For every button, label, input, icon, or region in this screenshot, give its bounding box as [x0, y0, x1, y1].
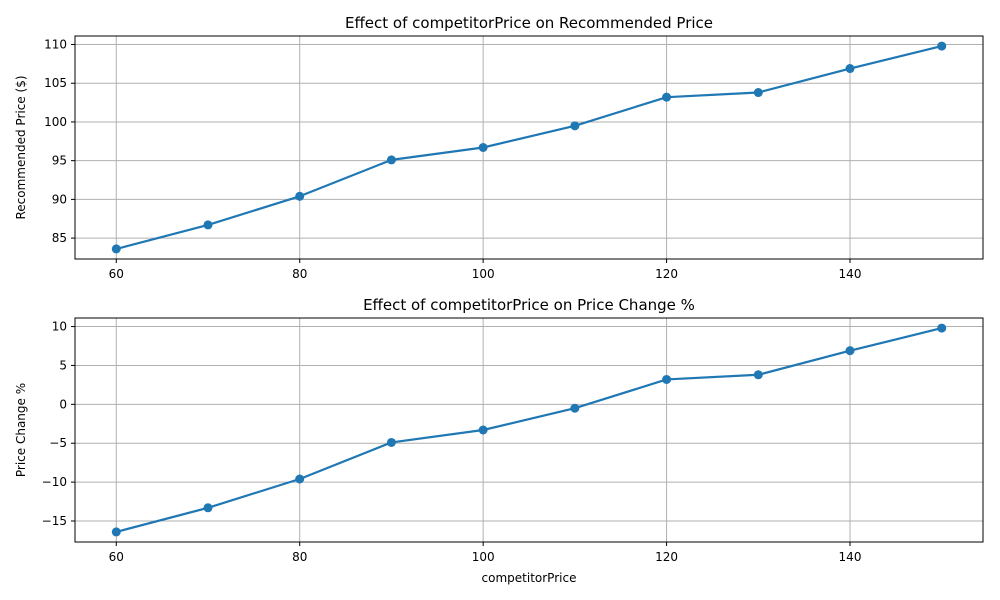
y-tick-label: 110 — [44, 38, 67, 52]
data-point — [662, 92, 672, 102]
data-point — [386, 155, 396, 165]
x-tick-label: 80 — [292, 267, 307, 281]
y-tick-label: −10 — [42, 475, 67, 489]
data-point — [386, 437, 396, 447]
x-tick-label: 120 — [655, 550, 678, 564]
y-tick-label: 85 — [52, 231, 67, 245]
x-axis-label: competitorPrice — [482, 571, 577, 585]
series-line — [115, 327, 943, 533]
ticks: 60 80 100 120 140 85 90 95 100 105 110 — [44, 38, 861, 281]
data-point — [937, 41, 947, 51]
data-point — [662, 374, 672, 384]
x-tick-label: 80 — [292, 550, 307, 564]
x-tick-label: 60 — [109, 267, 124, 281]
y-tick-label: 0 — [59, 397, 67, 411]
data-point — [753, 370, 763, 380]
x-tick-label: 140 — [839, 267, 862, 281]
data-point — [937, 323, 947, 333]
data-point — [295, 191, 305, 201]
x-tick-label: 100 — [472, 267, 495, 281]
data-point — [570, 403, 580, 413]
chart-title: Effect of competitorPrice on Recommended… — [345, 14, 713, 32]
data-point — [111, 244, 121, 254]
x-tick-label: 140 — [839, 550, 862, 564]
data-point — [203, 503, 213, 513]
axes-frame — [74, 317, 984, 543]
price-change-chart: Effect of competitorPrice on Price Chang… — [14, 296, 984, 585]
data-point — [295, 474, 305, 484]
grid — [75, 36, 983, 259]
series — [111, 323, 947, 537]
data-point — [111, 527, 121, 537]
y-tick-label: 10 — [52, 320, 67, 334]
series-line — [115, 44, 943, 251]
ticks: 60 80 100 120 140 −15 −10 −5 0 5 10 — [42, 320, 862, 564]
y-tick-label: 90 — [52, 192, 67, 206]
grid — [75, 318, 983, 542]
y-tick-label: 100 — [44, 115, 67, 129]
series — [111, 41, 947, 254]
data-point — [753, 88, 763, 98]
x-tick-label: 120 — [655, 267, 678, 281]
data-point — [478, 143, 488, 152]
y-tick-label: −5 — [49, 436, 67, 450]
data-point — [203, 220, 213, 230]
y-tick-label: 5 — [59, 358, 67, 372]
data-point — [845, 64, 855, 74]
y-tick-label: 105 — [44, 76, 67, 90]
recommended-price-chart: Effect of competitorPrice on Recommended… — [14, 14, 984, 281]
y-axis-label: Price Change % — [14, 383, 28, 477]
y-axis-label: Recommended Price ($) — [14, 75, 28, 219]
y-tick-label: −15 — [42, 514, 67, 528]
axes-frame — [74, 35, 984, 260]
x-tick-label: 100 — [472, 550, 495, 564]
data-point — [478, 425, 488, 435]
y-tick-label: 95 — [52, 154, 67, 168]
data-point — [570, 121, 580, 131]
chart-title: Effect of competitorPrice on Price Chang… — [363, 296, 695, 314]
x-tick-label: 60 — [109, 550, 124, 564]
data-point — [845, 346, 855, 356]
